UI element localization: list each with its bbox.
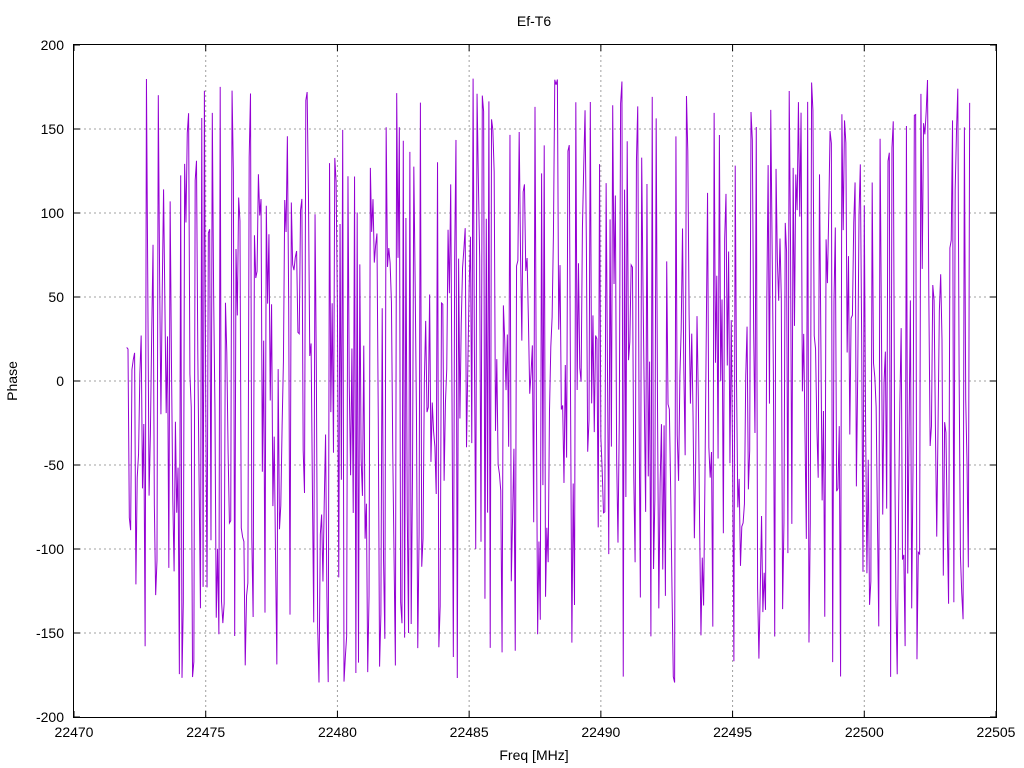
y-tick-label: -150	[36, 625, 64, 641]
x-axis-title: Freq [MHz]	[499, 747, 568, 763]
plot-frame	[73, 44, 997, 718]
ticks: 22470 22475 22480 22485 22490 22495 22500 22505…	[36, 37, 1016, 740]
y-tick-label: 50	[48, 289, 64, 305]
series-layer	[126, 78, 971, 683]
x-tick-label: 22505	[977, 724, 1016, 740]
y-axis-title: Phase	[4, 361, 20, 401]
y-tick-label: -100	[36, 541, 64, 557]
y-tick-label: 200	[41, 37, 65, 53]
x-tick-label: 22490	[581, 724, 620, 740]
y-tick-label: -200	[36, 709, 64, 725]
chart-title: Ef-T6	[517, 13, 551, 29]
x-tick-label: 22480	[318, 724, 357, 740]
phase-series-line	[126, 78, 971, 683]
y-tick-label: 100	[41, 205, 65, 221]
y-tick-label: 0	[56, 373, 64, 389]
y-tick-label: 150	[41, 121, 65, 137]
x-tick-label: 22500	[845, 724, 884, 740]
x-tick-label: 22495	[713, 724, 752, 740]
x-tick-label: 22470	[55, 724, 94, 740]
y-tick-label: -50	[44, 457, 64, 473]
x-tick-label: 22485	[450, 724, 489, 740]
x-tick-label: 22475	[186, 724, 225, 740]
